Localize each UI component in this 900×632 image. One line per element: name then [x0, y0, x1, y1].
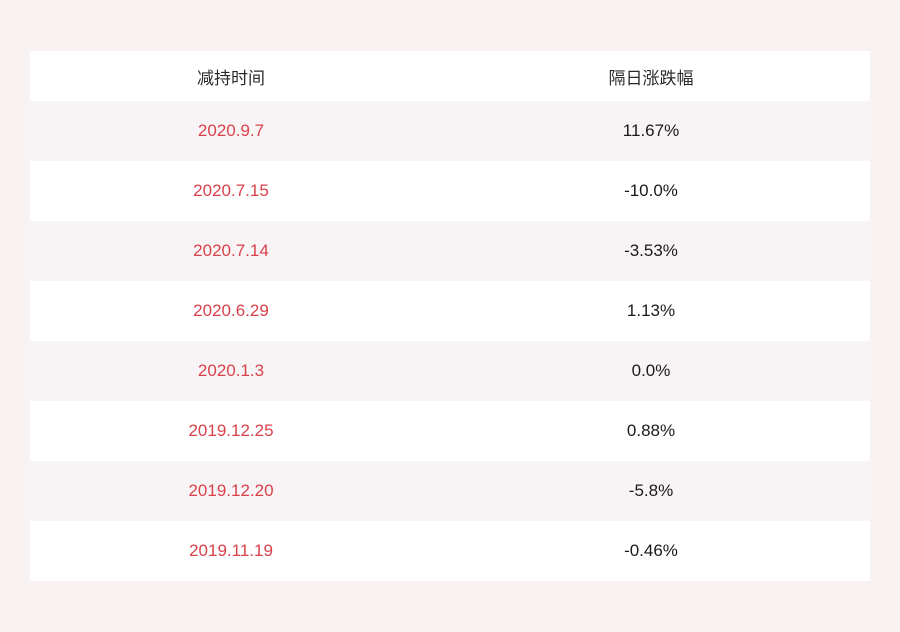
table-row: 2020.9.7 11.67%: [30, 101, 870, 161]
table-row: 2020.1.3 0.0%: [30, 341, 870, 401]
reduction-change-table: 减持时间 隔日涨跌幅 2020.9.7 11.67% 2020.7.15 -10…: [30, 51, 870, 581]
cell-change: 1.13%: [626, 301, 676, 320]
table-row: 2020.6.29 1.13%: [30, 281, 870, 341]
cell-date: 2020.6.29: [193, 301, 269, 320]
table-row: 2019.11.19 -0.46%: [30, 521, 870, 581]
cell-date: 2019.12.25: [188, 421, 274, 440]
cell-date: 2019.12.20: [188, 481, 274, 500]
cell-change: -3.53%: [624, 241, 678, 260]
cell-change: -0.46%: [624, 541, 678, 560]
cell-date: 2020.7.14: [193, 241, 269, 260]
column-header-reduction-date: 减持时间: [197, 68, 265, 88]
cell-date: 2020.1.3: [197, 361, 265, 380]
cell-change: 11.67%: [622, 121, 680, 140]
table-row: 2019.12.20 -5.8%: [30, 461, 870, 521]
cell-date: 2019.11.19: [189, 541, 273, 560]
table-row: 2020.7.15 -10.0%: [30, 161, 870, 221]
cell-date: 2020.9.7: [197, 121, 265, 140]
table-header-row: 减持时间 隔日涨跌幅: [30, 51, 870, 101]
cell-change: -10.0%: [624, 181, 678, 200]
cell-change: 0.0%: [631, 361, 671, 380]
cell-change: -5.8%: [628, 481, 674, 500]
column-header-next-day-change: 隔日涨跌幅: [608, 68, 694, 88]
table-row: 2020.7.14 -3.53%: [30, 221, 870, 281]
cell-date: 2020.7.15: [193, 181, 269, 200]
table-row: 2019.12.25 0.88%: [30, 401, 870, 461]
cell-change: 0.88%: [626, 421, 676, 440]
